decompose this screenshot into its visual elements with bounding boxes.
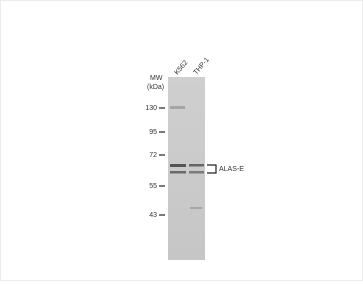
- marker-label: 43: [149, 212, 157, 219]
- marker-label: 130: [145, 105, 157, 112]
- band: [170, 171, 186, 174]
- western-blot-figure: ALAS-E MW (kDa) 13095725543K562THP-1: [0, 0, 363, 281]
- marker-label: 95: [149, 129, 157, 136]
- blot-membrane: [168, 77, 205, 260]
- band: [170, 106, 185, 109]
- band: [190, 207, 202, 209]
- band-label: ALAS-E: [219, 166, 244, 173]
- band: [170, 164, 186, 167]
- marker-label: 55: [149, 183, 157, 190]
- band: [189, 164, 204, 167]
- mw-unit: (kDa): [147, 84, 164, 91]
- mw-label: MW: [150, 75, 163, 82]
- marker-label: 72: [149, 152, 157, 159]
- band: [189, 171, 204, 174]
